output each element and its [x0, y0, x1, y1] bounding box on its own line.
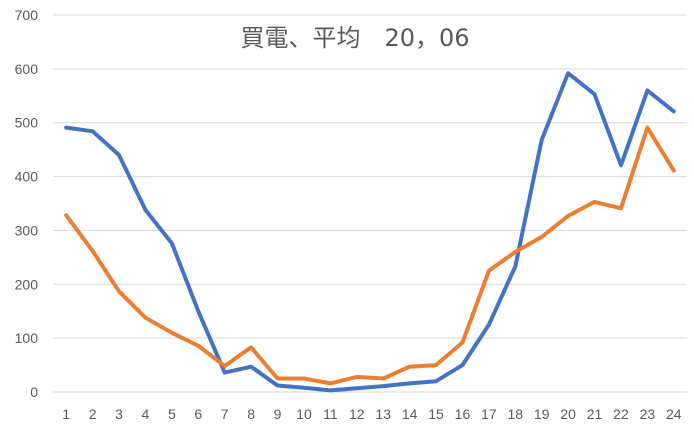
x-tick-label: 15	[428, 406, 444, 422]
series-line-1	[64, 71, 676, 393]
series-lines	[64, 71, 676, 393]
x-tick-label: 2	[89, 406, 97, 422]
x-tick-label: 3	[115, 406, 123, 422]
x-tick-label: 22	[613, 406, 629, 422]
y-tick-label: 300	[15, 222, 39, 238]
y-tick-label: 0	[30, 384, 38, 400]
x-tick-label: 16	[455, 406, 471, 422]
x-tick-label: 8	[247, 406, 255, 422]
x-tick-label: 12	[349, 406, 365, 422]
x-axis-ticks: 1 2 3 4 5 6 7 8 9 10 11 12 13 14 15 16 17 18 19 20 21 22 23 24	[62, 406, 681, 422]
x-tick-label: 11	[323, 406, 338, 422]
y-tick-label: 600	[15, 61, 39, 77]
x-tick-label: 14	[402, 406, 418, 422]
x-tick-label: 1	[62, 406, 70, 422]
x-tick-label: 4	[142, 406, 150, 422]
y-tick-label: 100	[15, 330, 39, 346]
y-axis-ticks: 0 100 200 300 400 500 600 700	[15, 7, 39, 400]
x-tick-label: 9	[274, 406, 282, 422]
series-line-2	[64, 125, 676, 386]
y-tick-label: 500	[15, 115, 39, 131]
x-tick-label: 21	[587, 406, 603, 422]
x-tick-label: 7	[221, 406, 229, 422]
x-tick-label: 23	[640, 406, 656, 422]
x-tick-label: 19	[534, 406, 550, 422]
y-tick-label: 400	[15, 169, 39, 185]
chart-title: 買電、平均 20，06	[240, 24, 469, 52]
x-tick-label: 13	[375, 406, 391, 422]
y-tick-label: 700	[15, 7, 39, 23]
x-tick-label: 10	[296, 406, 312, 422]
x-tick-label: 17	[481, 406, 497, 422]
x-tick-label: 24	[666, 406, 682, 422]
x-tick-label: 18	[508, 406, 524, 422]
y-tick-label: 200	[15, 276, 39, 292]
x-tick-label: 6	[194, 406, 202, 422]
x-tick-label: 5	[168, 406, 176, 422]
x-tick-label: 20	[560, 406, 576, 422]
gridlines	[53, 14, 687, 393]
